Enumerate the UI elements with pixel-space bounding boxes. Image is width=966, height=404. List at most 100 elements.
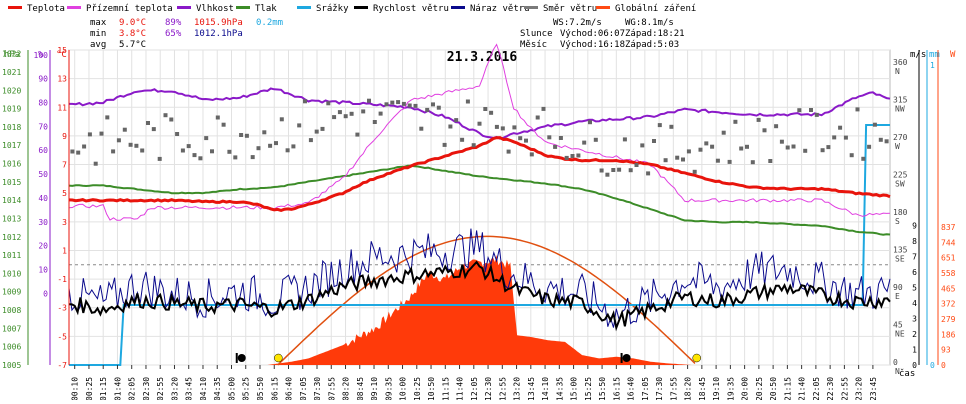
x-tick-label: 01:40 — [113, 377, 122, 400]
wind-dir-label: W — [895, 142, 900, 151]
x-tick-label: 16:15 — [612, 377, 621, 400]
pressure-tick: 1011 — [2, 251, 21, 260]
legend-label: Teplota — [27, 4, 65, 14]
wind-dir-point — [489, 110, 494, 115]
wind-dir-point — [500, 126, 505, 131]
x-tick-label: 10:25 — [413, 377, 422, 400]
temp-tick: 5 — [62, 189, 67, 198]
rain-line — [69, 124, 890, 366]
radiation-tick: 372 — [941, 300, 956, 309]
wind-dir-point — [477, 121, 482, 126]
wind-speed-tick: 7 — [912, 253, 917, 262]
legend-label: Tlak — [255, 4, 277, 14]
wind-dir-label: SW — [895, 180, 905, 189]
pressure-tick: 1016 — [2, 160, 21, 169]
wind-dir-point — [622, 137, 627, 142]
x-tick-label: 22:30 — [826, 377, 835, 400]
wind-dir-tick: 270 — [893, 133, 908, 142]
wind-dir-point — [588, 120, 592, 125]
wind-dir-point — [198, 156, 203, 161]
wind-dir-point — [256, 146, 261, 151]
wind-dir-point — [675, 155, 680, 160]
wind-dir-point — [134, 143, 139, 148]
wind-dir-point — [715, 158, 720, 163]
x-tick-label: 03:45 — [185, 377, 194, 400]
legend-swatch — [524, 6, 538, 9]
wind-dir-point — [774, 124, 779, 129]
wind-dir-point — [611, 168, 616, 172]
humidity-tick: 50 — [38, 170, 48, 179]
temp-tick: 13 — [57, 75, 67, 84]
pressure-tick: 1019 — [2, 105, 21, 114]
wind-dir-point — [634, 163, 639, 167]
x-tick-label: 23:45 — [869, 377, 878, 400]
temp-tick: 1 — [62, 246, 67, 255]
x-tick-label: 04:35 — [213, 377, 222, 400]
wind-dir-point — [314, 129, 319, 134]
wind-dir-point — [663, 158, 668, 163]
wind-dir-point — [274, 141, 278, 146]
wind-dir-point — [326, 101, 331, 106]
wind-dir-point — [733, 119, 738, 124]
wind-dir-point — [157, 156, 162, 161]
pressure-tick: 1006 — [2, 343, 21, 352]
wind-dir-point — [652, 139, 656, 143]
wind-dir-point — [151, 127, 156, 132]
wind-dir-point — [425, 107, 430, 112]
rain-tick: 0 — [930, 361, 935, 370]
pressure-line — [68, 164, 891, 236]
wind-dir-tick: 360 — [893, 58, 908, 67]
wind-dir-point — [460, 137, 465, 142]
wind-dir-point — [686, 149, 691, 154]
pressure-tick: 1010 — [2, 269, 21, 278]
wind-dir-label: E — [895, 292, 900, 301]
stat-max-hum: 89% — [165, 18, 182, 28]
x-tick-label: 08:20 — [342, 377, 351, 400]
wind-dir-point — [745, 144, 749, 149]
temp-tick: -7 — [57, 361, 67, 370]
x-tick-label: 12:30 — [484, 377, 493, 400]
humidity-tick: 90 — [38, 75, 48, 84]
wind-dir-tick: 180 — [893, 208, 908, 217]
x-tick-label: 14:35 — [555, 377, 564, 400]
wind-dir-point — [494, 124, 499, 129]
stat-max-temp: 9.0°C — [119, 18, 146, 28]
wind-speed-tick: 8 — [912, 237, 917, 246]
wind-dir-point — [163, 113, 168, 118]
wind-dir-point — [698, 147, 703, 152]
wind-dir-point — [704, 141, 709, 146]
humidity-tick: 60 — [38, 146, 48, 155]
x-tick-label: 19:35 — [726, 377, 735, 400]
wind-dir-point — [524, 138, 528, 143]
x-tick-label: 11:40 — [456, 377, 465, 400]
moonrise-bar — [620, 353, 623, 363]
wind-dir-point — [756, 117, 761, 122]
wind-dir-point — [105, 115, 110, 120]
x-tick-label: 06:40 — [285, 377, 294, 400]
x-tick-label: 17:30 — [655, 377, 664, 400]
wind-dir-point — [750, 160, 755, 165]
wind-dir-point — [140, 148, 145, 153]
wind-dir-point — [506, 149, 511, 154]
temp-tick: -5 — [57, 332, 67, 341]
wind-speed-info: WS:7.2m/s — [553, 18, 602, 28]
wind-dir-point — [268, 143, 273, 148]
x-tick-label: 15:00 — [570, 377, 579, 400]
humidity-tick: 80 — [38, 99, 48, 108]
wind-dir-point — [762, 128, 767, 133]
stat-min-hum: 65% — [165, 29, 182, 39]
temperature-line — [68, 136, 891, 212]
wind-dir-point — [99, 131, 104, 136]
wind-dir-point — [872, 122, 877, 127]
wind-dir-point — [681, 157, 685, 162]
wind-dir-label: N — [895, 67, 900, 76]
wind-dir-point — [349, 111, 354, 116]
x-tick-label: 16:40 — [627, 377, 636, 400]
humidity-tick: 70 — [38, 122, 48, 131]
wind-speed-tick: 1 — [912, 346, 917, 355]
moonset-bar — [235, 353, 238, 363]
wind-dir-point — [669, 124, 674, 129]
x-tick-label: 09:10 — [370, 377, 379, 400]
wind-dir-point — [384, 102, 389, 107]
